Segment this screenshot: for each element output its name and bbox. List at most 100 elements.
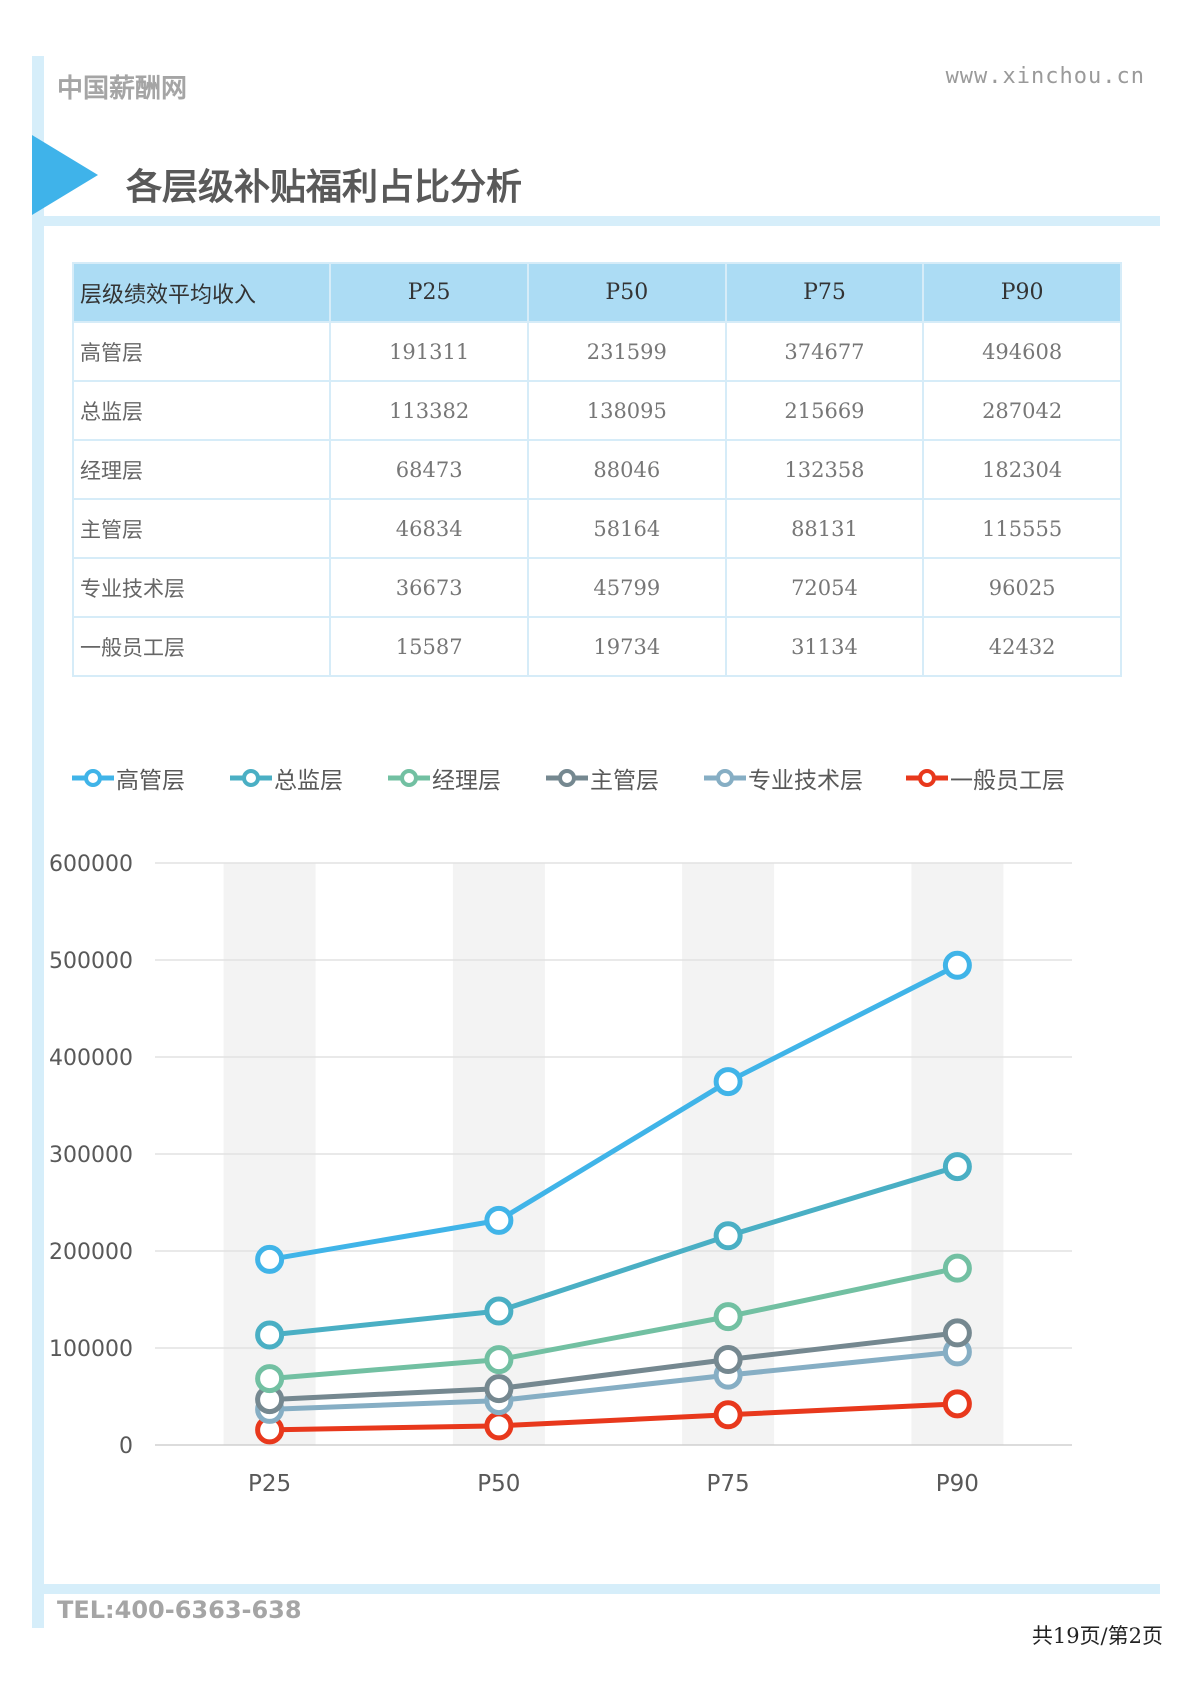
table-cell: 58164 xyxy=(526,498,727,559)
table-cell: 88046 xyxy=(526,439,727,500)
table-cell: 主管层 xyxy=(71,498,332,559)
table-cell: 231599 xyxy=(526,321,727,382)
legend-item: 高管层 xyxy=(70,762,185,794)
legend-label: 专业技术层 xyxy=(748,768,863,794)
y-tick-label: 100000 xyxy=(49,1337,133,1362)
x-tick-label: P90 xyxy=(936,1471,979,1497)
series-line xyxy=(269,963,959,1262)
legend-line-marker-icon xyxy=(388,769,430,787)
data-point xyxy=(942,1152,972,1182)
table-cell: 经理层 xyxy=(71,439,332,500)
legend-line-marker-icon xyxy=(230,769,272,787)
data-point xyxy=(942,1253,972,1283)
table-cell: 36673 xyxy=(329,557,529,618)
legend-item: 经理层 xyxy=(386,762,501,794)
table-cell: 19734 xyxy=(526,616,727,677)
legend-item: 主管层 xyxy=(544,762,659,794)
data-point xyxy=(942,1389,972,1419)
series-line xyxy=(269,1330,958,1403)
table-header-cell: P90 xyxy=(922,262,1122,323)
legend-line-marker-icon xyxy=(906,769,948,787)
table-row: 主管层 46834 58164 88131 115555 xyxy=(71,498,1122,559)
table-cell: 191311 xyxy=(329,321,529,382)
table-cell: 113382 xyxy=(329,380,529,441)
table-cell: 132358 xyxy=(724,439,925,500)
data-point xyxy=(484,1411,514,1441)
legend-label: 高管层 xyxy=(116,768,185,794)
table-header-cell: P50 xyxy=(526,262,727,323)
income-table: 层级绩效平均收入 P25 P50 P75 P90 高管层 191311 2315… xyxy=(71,262,1122,677)
data-point xyxy=(484,1374,514,1404)
table-cell: 专业技术层 xyxy=(71,557,332,618)
table-cell: 182304 xyxy=(922,439,1122,500)
table-cell: 374677 xyxy=(724,321,925,382)
legend-label: 主管层 xyxy=(590,768,659,794)
x-tick-label: P75 xyxy=(707,1471,750,1497)
table-cell: 45799 xyxy=(526,557,727,618)
footer-phone: TEL:400-6363-638 xyxy=(57,1596,302,1624)
data-point xyxy=(942,1318,972,1348)
series-line xyxy=(269,1349,958,1412)
data-point xyxy=(942,950,972,980)
table-cell: 88131 xyxy=(724,498,925,559)
y-tick-label: 300000 xyxy=(49,1143,133,1168)
data-point xyxy=(713,1067,743,1097)
left-accent-bar xyxy=(32,56,44,1628)
table-cell: 42432 xyxy=(922,616,1122,677)
footer-divider xyxy=(32,1584,1160,1594)
table-cell: 15587 xyxy=(329,616,529,677)
table-header-cell: P75 xyxy=(724,262,925,323)
page-number: 共19页/第2页 xyxy=(1031,1624,1163,1648)
table-row: 总监层 113382 138095 215669 287042 xyxy=(71,380,1122,441)
table-header-cell: P25 xyxy=(329,262,529,323)
data-point xyxy=(713,1345,743,1375)
table-cell: 96025 xyxy=(922,557,1122,618)
legend-line-marker-icon xyxy=(704,769,746,787)
table-cell: 总监层 xyxy=(71,380,332,441)
y-tick-label: 500000 xyxy=(49,949,133,974)
legend-label: 经理层 xyxy=(432,768,501,794)
table-cell: 494608 xyxy=(922,321,1122,382)
data-point xyxy=(255,1244,285,1274)
legend-item: 专业技术层 xyxy=(702,762,863,794)
series-line xyxy=(269,1164,959,1338)
legend-label: 总监层 xyxy=(274,768,343,794)
table-cell: 72054 xyxy=(724,557,925,618)
data-point xyxy=(713,1400,743,1430)
data-point xyxy=(255,1320,285,1350)
section-arrow-icon xyxy=(32,135,98,215)
table-cell: 138095 xyxy=(526,380,727,441)
table-cell: 一般员工层 xyxy=(71,616,332,677)
table-cell: 46834 xyxy=(329,498,529,559)
table-cell: 115555 xyxy=(922,498,1122,559)
series-line xyxy=(269,1401,958,1433)
table-header-row: 层级绩效平均收入 P25 P50 P75 P90 xyxy=(71,262,1122,323)
table-row: 经理层 68473 88046 132358 182304 xyxy=(71,439,1122,500)
y-tick-label: 600000 xyxy=(49,852,133,877)
y-tick-label: 400000 xyxy=(49,1046,133,1071)
site-url[interactable]: www.xinchou.cn xyxy=(945,64,1145,89)
data-point xyxy=(255,1364,285,1394)
legend-label: 一般员工层 xyxy=(950,768,1065,794)
x-tick-label: P50 xyxy=(477,1471,520,1497)
data-point xyxy=(484,1205,514,1235)
table-row: 专业技术层 36673 45799 72054 96025 xyxy=(71,557,1122,618)
data-point xyxy=(713,1302,743,1332)
table-row: 一般员工层 15587 19734 31134 42432 xyxy=(71,616,1122,677)
table-cell: 287042 xyxy=(922,380,1122,441)
title-divider xyxy=(32,216,1160,226)
y-tick-label: 0 xyxy=(119,1434,133,1459)
table-cell: 高管层 xyxy=(71,321,332,382)
data-point xyxy=(484,1345,514,1375)
table-cell: 31134 xyxy=(724,616,925,677)
table-row: 高管层 191311 231599 374677 494608 xyxy=(71,321,1122,382)
y-tick-label: 200000 xyxy=(49,1240,133,1265)
series-line xyxy=(269,1265,958,1382)
brand-name: 中国薪酬网 xyxy=(57,74,188,104)
table-header-cell: 层级绩效平均收入 xyxy=(71,262,332,323)
section-title: 各层级补贴福利占比分析 xyxy=(126,167,523,208)
legend-line-marker-icon xyxy=(546,769,588,787)
data-point xyxy=(713,1221,743,1251)
legend-item: 总监层 xyxy=(228,762,343,794)
